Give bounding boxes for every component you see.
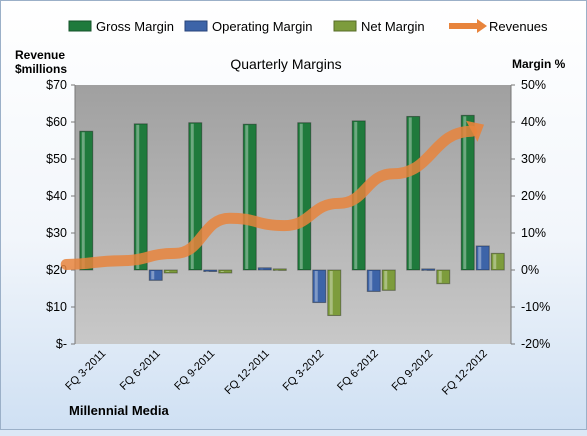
category-label: FQ 9-2011 (172, 348, 217, 393)
y-left-title-line1: Revenue (15, 48, 65, 62)
category-label: FQ 3-2012 (281, 348, 327, 394)
net-margin-bar (381, 269, 396, 291)
y-left-tick-label: $70 (46, 78, 67, 92)
net-margin-bar (327, 269, 342, 317)
legend-swatch-operating-margin (184, 20, 208, 32)
category-labels: FQ 3-2011 FQ 6-2011 FQ 9-2011 FQ 12-2011 FQ … (63, 348, 490, 398)
y-left-title-line2: $millions (15, 62, 67, 76)
net-margin-bar (163, 269, 178, 274)
y-right-tick-label: 30% (521, 152, 546, 166)
y-right-tick-label: 40% (521, 115, 546, 129)
y-right-tick-label: 0% (521, 263, 539, 277)
gross-margin-bar (406, 115, 421, 271)
axes: $-$10$20$30$40$50$60$70-20%-10%0%10%20%3… (46, 78, 550, 351)
operating-margin-bar (312, 269, 327, 304)
net-margin-bar (490, 252, 505, 271)
gross-margin-bar-highlight (190, 123, 194, 270)
category-label: FQ 9-2012 (390, 348, 436, 394)
y-left-tick-label: $- (56, 337, 67, 351)
net-margin-bar-highlight (493, 254, 497, 269)
operating-margin-bar-highlight (423, 269, 427, 271)
legend-arrowhead-revenues (477, 19, 487, 33)
y-right-tick-label: 20% (521, 189, 546, 203)
y-left-tick-label: $60 (46, 115, 67, 129)
operating-margin-bar (148, 269, 163, 281)
gross-margin-bar-highlight (81, 132, 85, 269)
plot-area (75, 85, 511, 344)
gross-margin-bar (133, 123, 148, 271)
gross-margin-bar-highlight (136, 124, 140, 269)
gross-margin-bar (297, 122, 312, 271)
y-right-title: Margin % (512, 57, 566, 71)
y-right-tick-label: -20% (521, 337, 550, 351)
net-margin-bar-highlight (220, 271, 224, 272)
legend-label-gross-margin: Gross Margin (96, 19, 174, 34)
net-margin-bar (272, 268, 287, 271)
operating-margin-bar (421, 268, 436, 271)
legend: Gross Margin Operating Margin Net Margin… (68, 19, 548, 34)
legend-swatch-net-margin (333, 20, 357, 32)
operating-margin-bar (475, 245, 490, 271)
gross-margin-bar (460, 114, 475, 271)
y-left-tick-label: $40 (46, 189, 67, 203)
y-left-tick-label: $30 (46, 226, 67, 240)
gross-margin-bar (79, 130, 94, 271)
operating-margin-bar (257, 267, 272, 271)
source-label: Millennial Media (69, 403, 169, 418)
gross-margin-bar-highlight (408, 117, 412, 269)
gross-margin-bar-highlight (463, 116, 467, 269)
net-margin-bar-highlight (166, 271, 170, 272)
net-margin-bar (436, 269, 451, 285)
category-label: FQ 12-2012 (440, 348, 490, 398)
revenue-line (60, 120, 485, 270)
net-margin-bar-highlight (384, 271, 388, 290)
legend-label-net-margin: Net Margin (361, 19, 425, 34)
legend-swatch-gross-margin (68, 20, 92, 32)
category-label: FQ 12-2011 (222, 348, 271, 397)
category-label: FQ 6-2012 (335, 348, 381, 394)
revenue-line-arrowhead (466, 120, 485, 142)
category-label: FQ 3-2011 (63, 348, 108, 393)
revenue-line-path (60, 125, 478, 270)
y-right-tick-label: -10% (521, 300, 550, 314)
gross-margin-bar-highlight (299, 123, 303, 270)
operating-margin-bar-highlight (478, 246, 482, 269)
y-right-tick-label: 10% (521, 226, 546, 240)
net-margin-bar (218, 269, 233, 274)
operating-margin-bar-highlight (314, 271, 318, 302)
y-left-tick-label: $10 (46, 300, 67, 314)
y-right-tick-label: 50% (521, 78, 546, 92)
category-label: FQ 6-2011 (118, 348, 163, 393)
gross-margin-bar (242, 123, 257, 271)
legend-label-revenues: Revenues (489, 19, 548, 34)
operating-margin-bar-highlight (369, 271, 373, 291)
operating-margin-bar (366, 269, 381, 292)
legend-label-operating-margin: Operating Margin (212, 19, 312, 34)
gross-margin-bar-highlight (245, 125, 249, 269)
chart-title: Quarterly Margins (230, 56, 341, 72)
y-left-tick-label: $50 (46, 152, 67, 166)
operating-margin-bar (203, 269, 218, 272)
operating-margin-bar-highlight (205, 271, 209, 272)
net-margin-bar-highlight (329, 271, 333, 315)
operating-margin-bar-highlight (260, 268, 264, 270)
operating-margin-bar-highlight (151, 271, 155, 280)
net-margin-bar-highlight (275, 269, 279, 271)
net-margin-bar-highlight (438, 271, 442, 283)
